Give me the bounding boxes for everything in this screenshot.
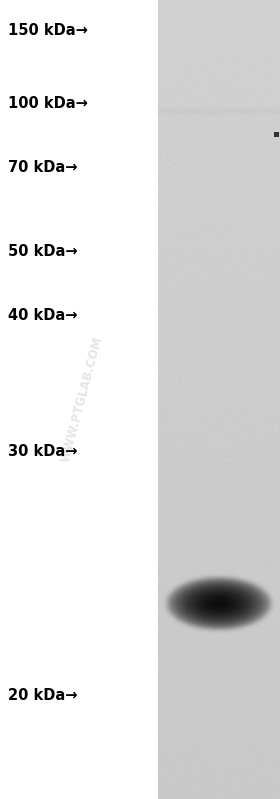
Text: 20 kDa→: 20 kDa→ (8, 688, 77, 702)
Text: 30 kDa→: 30 kDa→ (8, 444, 77, 459)
Text: WWW.PTGLAB.COM: WWW.PTGLAB.COM (59, 335, 105, 464)
Text: 150 kDa→: 150 kDa→ (8, 23, 88, 38)
Text: 40 kDa→: 40 kDa→ (8, 308, 77, 323)
Text: 50 kDa→: 50 kDa→ (8, 244, 78, 259)
Text: 70 kDa→: 70 kDa→ (8, 161, 77, 175)
Text: 100 kDa→: 100 kDa→ (8, 97, 88, 111)
